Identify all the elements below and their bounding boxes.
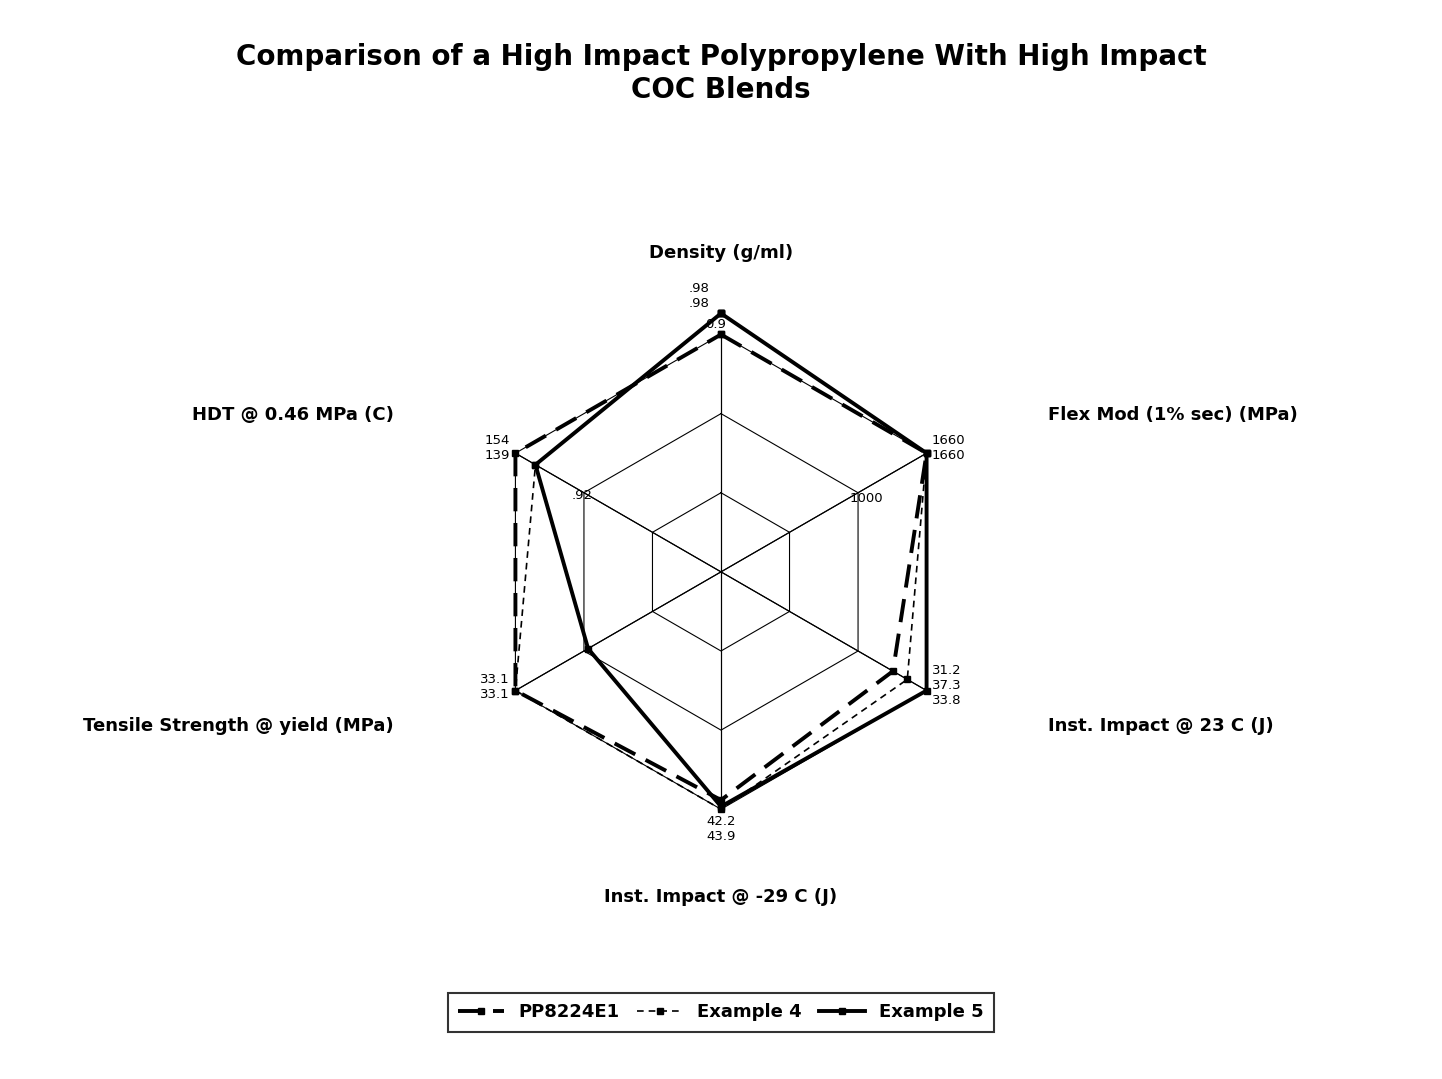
Text: Comparison of a High Impact Polypropylene With High Impact
COC Blends: Comparison of a High Impact Polypropylen… bbox=[235, 43, 1207, 104]
Text: 31.2
37.3
33.8: 31.2 37.3 33.8 bbox=[932, 664, 962, 707]
Text: .98
.98: .98 .98 bbox=[689, 282, 709, 310]
Text: 1000: 1000 bbox=[849, 492, 884, 505]
Text: 33.1
33.1: 33.1 33.1 bbox=[480, 673, 510, 701]
Text: Density (g/ml): Density (g/ml) bbox=[649, 244, 793, 262]
Text: Inst. Impact @ 23 C (J): Inst. Impact @ 23 C (J) bbox=[1048, 716, 1273, 735]
Text: 154
139: 154 139 bbox=[485, 434, 510, 462]
Text: .92: .92 bbox=[571, 489, 593, 502]
Text: 1660
1660: 1660 1660 bbox=[932, 434, 966, 462]
Text: 0.9: 0.9 bbox=[705, 318, 725, 331]
Text: 42.2
43.9: 42.2 43.9 bbox=[707, 815, 735, 843]
Text: Inst. Impact @ -29 C (J): Inst. Impact @ -29 C (J) bbox=[604, 888, 838, 906]
Text: Tensile Strength @ yield (MPa): Tensile Strength @ yield (MPa) bbox=[84, 716, 394, 735]
Text: HDT @ 0.46 MPa (C): HDT @ 0.46 MPa (C) bbox=[192, 406, 394, 424]
Text: Flex Mod (1% sec) (MPa): Flex Mod (1% sec) (MPa) bbox=[1048, 406, 1298, 424]
Legend: PP8224E1, Example 4, Example 5: PP8224E1, Example 4, Example 5 bbox=[447, 993, 995, 1033]
